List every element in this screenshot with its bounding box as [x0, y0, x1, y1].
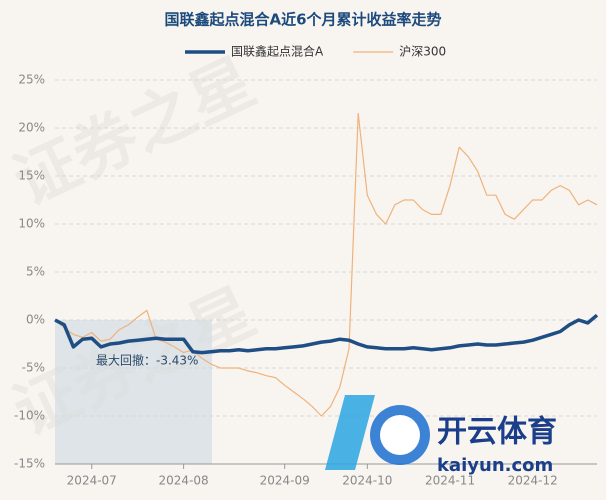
series-line	[54, 313, 599, 355]
brand-logo: 开云体育 kaiyun.com	[325, 395, 557, 476]
logo-shape	[325, 395, 375, 470]
x-tick-label: 2024-08	[159, 474, 209, 488]
y-tick-label: 5%	[26, 265, 45, 279]
brand-url: kaiyun.com	[437, 455, 553, 476]
x-tick-label: 2024-07	[67, 474, 117, 488]
series-line	[54, 113, 598, 417]
legend-label: 国联鑫起点混合A	[231, 44, 324, 59]
x-tick-label: 2024-12	[508, 474, 558, 488]
x-tick-label: 2024-10	[342, 474, 392, 488]
logo-ball-inner	[380, 415, 420, 455]
brand-name: 开云体育	[437, 415, 557, 450]
y-tick-label: -5%	[22, 361, 45, 375]
x-tick-label: 2024-11	[425, 474, 475, 488]
y-tick-label: -15%	[14, 457, 45, 471]
y-tick-label: 25%	[18, 73, 45, 87]
y-tick-label: 20%	[18, 121, 45, 135]
legend-label: 沪深300	[399, 45, 446, 59]
x-tick-label: 2024-09	[260, 474, 310, 488]
y-tick-label: 0%	[26, 313, 45, 327]
chart-title: 国联鑫起点混合A近6个月累计收益率走势	[164, 11, 441, 29]
y-tick-label: -10%	[14, 409, 45, 423]
drawdown-label: 最大回撤：-3.43%	[96, 353, 198, 368]
y-tick-label: 10%	[18, 217, 45, 231]
y-tick-label: 15%	[18, 169, 45, 183]
